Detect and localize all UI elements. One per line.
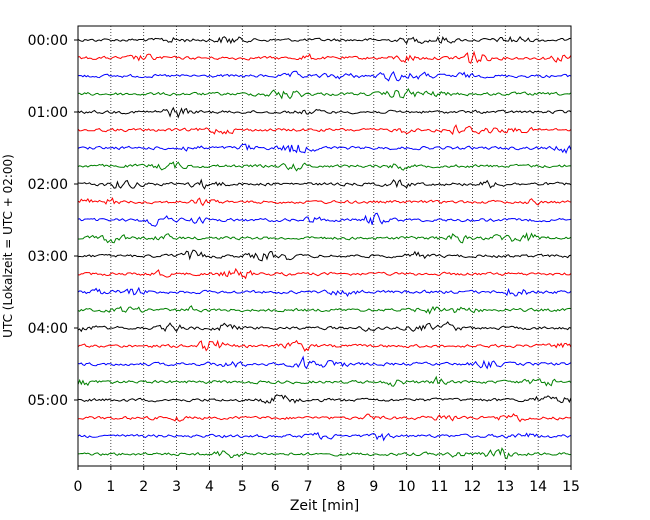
x-tick-label-1: 1 — [106, 479, 115, 495]
trace-line-8 — [77, 178, 572, 190]
trace-line-17 — [77, 339, 572, 352]
y-tick-label-0: 00:00 — [28, 33, 68, 49]
trace-line-10 — [77, 212, 572, 227]
trace-line-1 — [77, 50, 572, 64]
trace-line-6 — [77, 143, 572, 155]
trace-group — [77, 35, 572, 460]
trace-line-12 — [77, 249, 572, 262]
plot-frame — [77, 25, 572, 467]
x-tick-label-10: 10 — [398, 479, 416, 495]
y-tick-label-4: 04:00 — [28, 321, 68, 337]
x-tick-label-12: 12 — [463, 479, 481, 495]
trace-line-21 — [77, 413, 572, 423]
trace-line-22 — [77, 431, 572, 442]
trace-line-16 — [77, 321, 572, 333]
x-tick-label-14: 14 — [529, 479, 547, 495]
trace-line-11 — [77, 231, 572, 244]
x-tick-label-6: 6 — [271, 479, 280, 495]
trace-line-18 — [77, 355, 572, 370]
x-tick-label-11: 11 — [431, 479, 449, 495]
x-tick-label-0: 0 — [74, 479, 83, 495]
trace-line-5 — [77, 124, 572, 136]
y-tick-label-2: 02:00 — [28, 177, 68, 193]
y-axis-title: UTC (Lokalzeit = UTC + 02:00) — [1, 154, 15, 338]
trace-line-13 — [77, 267, 572, 280]
y-axis: 00:00 01:00 02:00 03:00 04:00 05:00 — [28, 33, 78, 409]
x-axis: 0 1 2 3 4 5 6 7 8 9 10 11 12 13 14 15 — [74, 466, 580, 495]
trace-line-23 — [77, 447, 572, 460]
x-tick-label-2: 2 — [139, 479, 148, 495]
trace-line-0 — [77, 35, 572, 45]
x-tick-label-9: 9 — [369, 479, 378, 495]
trace-line-4 — [77, 106, 572, 119]
trace-line-14 — [77, 286, 572, 298]
trace-line-20 — [77, 394, 572, 404]
trace-line-3 — [77, 87, 572, 100]
y-tick-label-1: 01:00 — [28, 105, 68, 121]
y-tick-label-5: 05:00 — [28, 393, 68, 409]
x-tick-label-7: 7 — [304, 479, 313, 495]
x-tick-label-4: 4 — [205, 479, 214, 495]
x-tick-label-8: 8 — [336, 479, 345, 495]
trace-line-9 — [77, 197, 572, 207]
x-tick-label-5: 5 — [238, 479, 247, 495]
trace-line-2 — [77, 70, 572, 82]
x-tick-label-13: 13 — [496, 479, 514, 495]
trace-line-15 — [77, 305, 572, 315]
trace-line-7 — [77, 161, 572, 172]
trace-line-19 — [77, 375, 572, 387]
y-tick-label-3: 03:00 — [28, 249, 68, 265]
grid-lines — [110, 26, 539, 466]
x-tick-label-3: 3 — [172, 479, 181, 495]
x-axis-title: Zeit [min] — [290, 498, 359, 514]
x-tick-label-15: 15 — [562, 479, 580, 495]
